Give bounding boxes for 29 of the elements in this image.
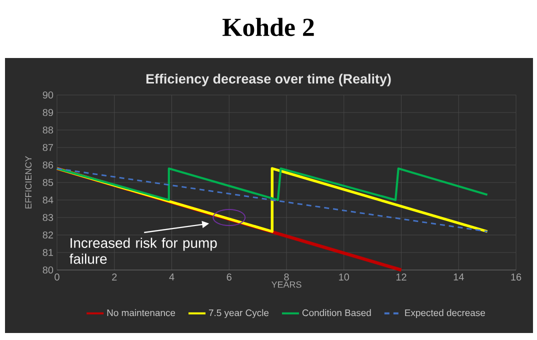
y-tick-label: 82 <box>42 231 53 239</box>
y-tick-label: 85 <box>42 178 54 186</box>
x-tick-label: 4 <box>169 274 174 280</box>
x-tick-label: 0 <box>54 274 60 281</box>
y-tick-label: 84 <box>42 196 54 204</box>
x-tick-label: 8 <box>284 274 289 281</box>
y-tick-label: 80 <box>42 266 54 274</box>
x-tick-label: 6 <box>226 274 232 281</box>
y-tick-label: 90 <box>42 91 54 99</box>
chart-title: Kohde 2 <box>222 18 314 36</box>
y-tick-label: 89 <box>42 108 54 116</box>
legend-label: Condition Based <box>302 309 371 316</box>
chart-subtitle: Efficiency decrease over time (Reality) <box>146 74 391 86</box>
y-tick-label: 83 <box>42 214 54 222</box>
legend-label: Expected decrease <box>405 309 485 318</box>
legend-label: 7.5 year Cycle <box>208 309 269 318</box>
y-tick-label: 86 <box>42 161 54 169</box>
x-tick-label: 12 <box>396 274 406 280</box>
x-tick-label: 14 <box>454 274 464 280</box>
x-tick-label: 16 <box>511 274 522 281</box>
y-tick-label: 88 <box>42 126 54 134</box>
y-axis-title: EFFICIENCY <box>25 156 32 208</box>
x-axis-title: YEARS <box>272 281 302 288</box>
x-tick-label: 10 <box>339 274 350 281</box>
annotation: Increased risk for pump failure <box>70 238 217 264</box>
y-tick-label: 87 <box>42 144 53 152</box>
legend-label: No maintenance <box>107 309 176 316</box>
y-tick-label: 81 <box>42 248 54 256</box>
x-tick-label: 2 <box>112 274 117 280</box>
